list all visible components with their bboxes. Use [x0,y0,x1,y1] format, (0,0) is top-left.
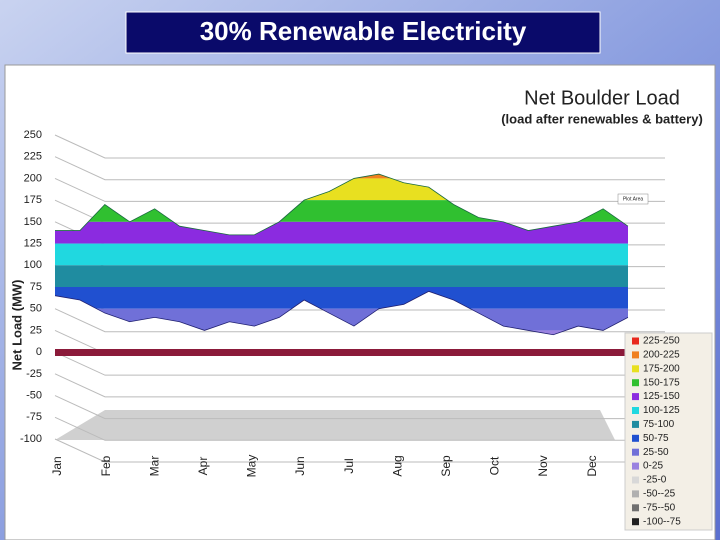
legend-swatch [632,379,639,387]
grid-line [54,373,665,398]
y-tick-label: 0 [36,346,42,358]
legend-label: 150-175 [643,377,680,388]
legend-swatch [632,434,639,442]
legend-label: -25-0 [643,475,667,486]
y-tick-label: 200 [24,172,42,184]
slide-title: 30% Renewable Electricity [200,16,527,46]
y-tick-label: 150 [24,216,42,228]
x-tick-label: Oct [488,456,502,475]
x-tick-label: Aug [390,455,404,476]
x-tick-label: Dec [585,455,599,476]
peak-edge [55,173,629,236]
zero-plane [55,349,625,356]
x-tick-label: Jan [50,456,64,475]
x-axis: Jan Feb Mar Apr May Jun Jul Aug Sep Oct Nov Dec [50,455,599,478]
legend-swatch [632,337,639,345]
y-tick-label: -75 [26,411,42,423]
y-tick-label: 225 [24,151,42,163]
y-tick-label: -25 [26,368,42,380]
legend-swatch [632,462,639,470]
y-tick-label: 75 [30,281,42,293]
x-tick-label: Sep [439,455,453,477]
x-tick-label: Apr [196,457,210,476]
x-tick-label: Jul [342,458,356,473]
grid-line [54,308,665,333]
x-tick-label: Feb [99,455,113,476]
y-tick-label: 125 [24,237,42,249]
x-tick-label: Nov [536,455,550,476]
legend-swatch [632,476,639,484]
legend [624,332,713,531]
legend-label: -75--50 [643,502,676,513]
legend-swatch [632,490,639,498]
legend-swatch [632,407,639,414]
tooltip-text: Plot Area [623,196,644,202]
color-band [55,243,628,266]
tooltip [617,193,649,205]
y-tick-label: 25 [30,324,42,336]
legend-swatch [632,351,639,359]
grid-line [54,351,665,376]
grid-line [54,416,665,441]
legend-label: -100--75 [643,516,681,527]
legend-label: 75-100 [643,419,675,430]
y-axis-label: Net Load (MW) [9,280,24,371]
color-band [55,265,628,287]
title-box [125,11,601,54]
legend-label: 200-225 [643,350,680,361]
grid-line [54,156,665,181]
y-tick-label: -100 [20,433,42,445]
grid-line [54,438,665,463]
legend-label: 175-200 [643,363,680,374]
y-tick-label: 250 [24,129,42,141]
x-tick-label: Jun [293,456,307,475]
y-tick-label: -50 [26,389,42,401]
color-band [55,287,628,309]
legend-swatch [632,448,639,456]
legend-swatch [632,393,639,401]
y-tick-label: 175 [24,194,42,206]
chart-subtitle: (load after renewables & battery) [501,111,703,126]
legend-label: -50--25 [643,489,676,500]
legend-swatch [632,504,639,512]
legend-swatch [632,365,639,373]
legend-label: 100-125 [643,405,680,416]
legend-label: 225-250 [643,336,680,347]
x-tick-label: May [245,455,259,478]
grid-line [54,134,665,159]
legend-swatch [632,420,639,428]
legend-swatch [632,518,639,526]
grid-line [54,177,665,202]
legend-label: 0-25 [643,461,663,472]
y-tick-label: 100 [24,259,42,271]
y-tick-label: 50 [30,303,42,315]
legend-label: 25-50 [643,447,669,458]
grid-line [54,395,665,420]
legend-label: 125-150 [643,391,680,402]
x-tick-label: Mar [147,456,161,477]
chart-title: Net Boulder Load [524,87,680,109]
surface-edges [54,173,629,336]
legend-label: 50-75 [643,433,669,444]
legend-items: 225-250 200-225 175-200 150-175 125-150 100-1… [632,336,681,527]
floor [55,410,615,440]
low-edge [54,290,629,336]
